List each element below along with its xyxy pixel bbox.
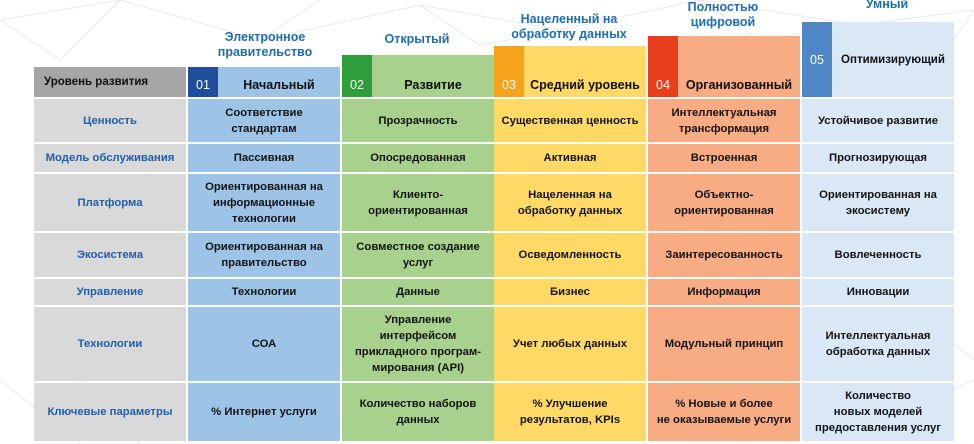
row-label: Модель обслуживания [34,144,186,172]
row-label: Ценность [34,99,186,142]
level-tab-4: 04 Организованный [648,36,800,97]
row-label: Платформа [34,174,186,231]
table-cell: Совместное создание услуг [342,233,494,277]
level-number-1: 01 [188,67,218,97]
table-cell: Осведомленность [494,233,646,277]
row-label: Ключевые параметры [34,383,186,441]
level-name-2: Развитие [372,55,494,97]
level-name-4: Организованный [678,36,800,97]
table-cell: % Улучшение результатов, KPIs [494,383,646,441]
table-cell: Объектно- ориентированная [648,174,800,231]
table-cell: Встроенная [648,144,800,172]
level-title-2: Открытый [384,32,450,46]
table-cell: Пассивная [188,144,340,172]
table-cell: Технологии [188,279,340,305]
header-row-label: Уровень развития [34,67,186,97]
level-title-1: Электронное правительство [217,30,313,59]
level-title-4: Полностью цифровой [687,0,759,29]
table-cell: Количество наборов данных [342,383,494,441]
table-cell: Активная [494,144,646,172]
table-cell: Заинтересованность [648,233,800,277]
table-cell: Данные [342,279,494,305]
level-tab-5: 05 Оптимизирующий [802,22,954,97]
table-cell: Управление интерфейсом прикладного прогр… [342,307,494,381]
level-title-3: Нацеленный на обработку данных [511,12,627,41]
level-name-3: Средний уровень [524,46,646,97]
table-cell: Клиенто- ориентированная [342,174,494,231]
level-name-1: Начальный [218,67,340,97]
level-name-5: Оптимизирующий [832,22,954,97]
table-cell: Модульный принцип [648,307,800,381]
table-cell: Инновации [802,279,954,305]
level-tab-2: 02 Развитие [342,55,494,97]
table-cell: СОА [188,307,340,381]
row-label: Управление [34,279,186,305]
table-cell: Прогнозирующая [802,144,954,172]
table-cell: Опосредованная [342,144,494,172]
table-cell: Количество новых моделей предоставления … [802,383,954,441]
table-cell: % Интернет услуги [188,383,340,441]
table-cell: Ориентированная на правительство [188,233,340,277]
table-cell: Интеллектуальная трансформация [648,99,800,142]
table-cell: Бизнес [494,279,646,305]
level-tab-1: 01 Начальный [188,67,340,97]
level-number-5: 05 [802,22,832,97]
table-cell: Нацеленная на обработку данных [494,174,646,231]
table-cell: Учет любых данных [494,307,646,381]
row-label: Технологии [34,307,186,381]
level-title-5: Умный [865,0,909,11]
table-cell: Ориентированная на информационные технол… [188,174,340,231]
level-tab-3: 03 Средний уровень [494,46,646,97]
table-cell: Вовлеченность [802,233,954,277]
table-cell: Ориентированная на экосистему [802,174,954,231]
table-cell: Существенная ценность [494,99,646,142]
table-cell: Соответствие стандартам [188,99,340,142]
table-cell: Интеллектуальная обработка данных [802,307,954,381]
row-label: Экосистема [34,233,186,277]
level-number-2: 02 [342,55,372,97]
table-cell: Информация [648,279,800,305]
table-cell: % Новые и более не оказываемые услуги [648,383,800,441]
level-number-3: 03 [494,46,524,97]
level-number-4: 04 [648,36,678,97]
table-cell: Устойчивое развитие [802,99,954,142]
table-cell: Прозрачность [342,99,494,142]
